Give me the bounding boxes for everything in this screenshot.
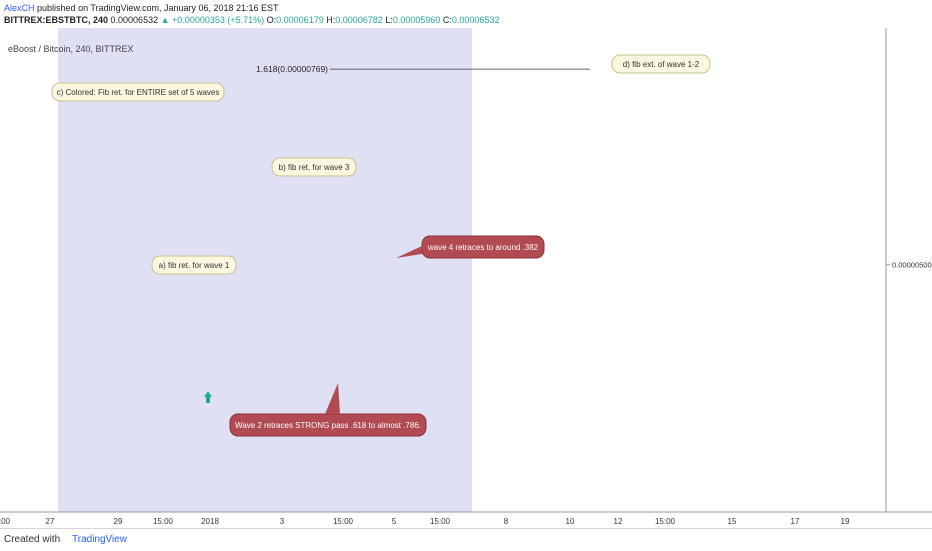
- last-price: 0.00006532: [110, 15, 159, 25]
- created-with-label: Created with: [4, 534, 61, 545]
- footer: Created with TradingView: [0, 528, 932, 551]
- x-tick-label: 29: [114, 517, 123, 526]
- x-tick-label: 12: [614, 517, 623, 526]
- high-label: H:: [326, 15, 336, 25]
- annotation-d-bubble: [611, 54, 711, 74]
- annotation-d: d) fib ext. of wave 1-2: [623, 60, 700, 69]
- annotation-a-bubble: [151, 255, 237, 275]
- chart-header: AlexCH published on TradingView.com, Jan…: [0, 0, 932, 28]
- fib-label-wave3: 1.618(0.00000769): [256, 64, 328, 74]
- x-tick-label: 10: [566, 517, 575, 526]
- annotation-b: b) fib ret. for wave 3: [279, 163, 350, 172]
- x-tick-label: 15:00: [655, 517, 676, 526]
- annotation-wave4: wave 4 retraces to around .382: [427, 243, 539, 252]
- x-tick-label: 15:00: [430, 517, 451, 526]
- ohlc-line: BITTREX:EBSTBTC, 240 0.00006532 ▲ +0.000…: [4, 15, 499, 25]
- price-change: +0.00000353 (+5.71%): [172, 15, 265, 25]
- close-label: C:: [442, 15, 452, 25]
- publish-info: published on TradingView.com, January 06…: [37, 3, 279, 13]
- close-value: 0.00006532: [451, 15, 500, 25]
- low-value: 0.00005960: [392, 15, 441, 25]
- green-arrow-stem: [206, 397, 210, 403]
- author-link[interactable]: AlexCH: [4, 3, 35, 13]
- annotation-c-bubble: [51, 82, 225, 102]
- x-tick-label: 19: [841, 517, 850, 526]
- x-tick-label: 2018: [201, 517, 219, 526]
- annotation-wave2: Wave 2 retraces STRONG pass .618 to almo…: [235, 421, 421, 430]
- tradingview-logo[interactable]: TradingView: [72, 534, 128, 545]
- x-tick-label: 3: [280, 517, 285, 526]
- x-tick-label: 8: [504, 517, 509, 526]
- x-tick-label: 15:00: [153, 517, 174, 526]
- open-value: 0.00006179: [276, 15, 324, 25]
- symbol-label[interactable]: BITTREX:EBSTBTC, 240: [4, 15, 109, 25]
- annotation-wave4-pointer: [396, 246, 422, 258]
- annotation-wave2-pointer: [325, 383, 340, 414]
- low-label: L:: [385, 15, 393, 25]
- x-tick-label: 15:00: [0, 517, 11, 526]
- price-chart[interactable]: 0(0.00006774)5(0.00005683)0(0.00005008)5…: [0, 28, 932, 528]
- chart-title: eBoost / Bitcoin, 240, BITTREX: [8, 44, 134, 54]
- price-axis[interactable]: [886, 28, 932, 528]
- x-tick-label: 27: [46, 517, 55, 526]
- annotation-b-bubble: [271, 157, 357, 177]
- x-tick-label: 17: [791, 517, 800, 526]
- x-tick-label: 15: [728, 517, 737, 526]
- high-value: 0.00006782: [335, 15, 383, 25]
- y-tick-label: 0.00000500: [892, 261, 932, 270]
- x-tick-label: 5: [392, 517, 397, 526]
- x-tick-label: 15:00: [333, 517, 354, 526]
- up-arrow-icon: ▲: [160, 15, 170, 25]
- open-label: O:: [266, 15, 277, 25]
- green-arrow-icon: [204, 391, 212, 397]
- publish-line: AlexCH published on TradingView.com, Jan…: [4, 3, 279, 13]
- annotation-a: a) fib ret. for wave 1: [159, 261, 230, 270]
- annotation-c: c) Colored: Fib ret. for ENTIRE set of 5…: [57, 88, 220, 97]
